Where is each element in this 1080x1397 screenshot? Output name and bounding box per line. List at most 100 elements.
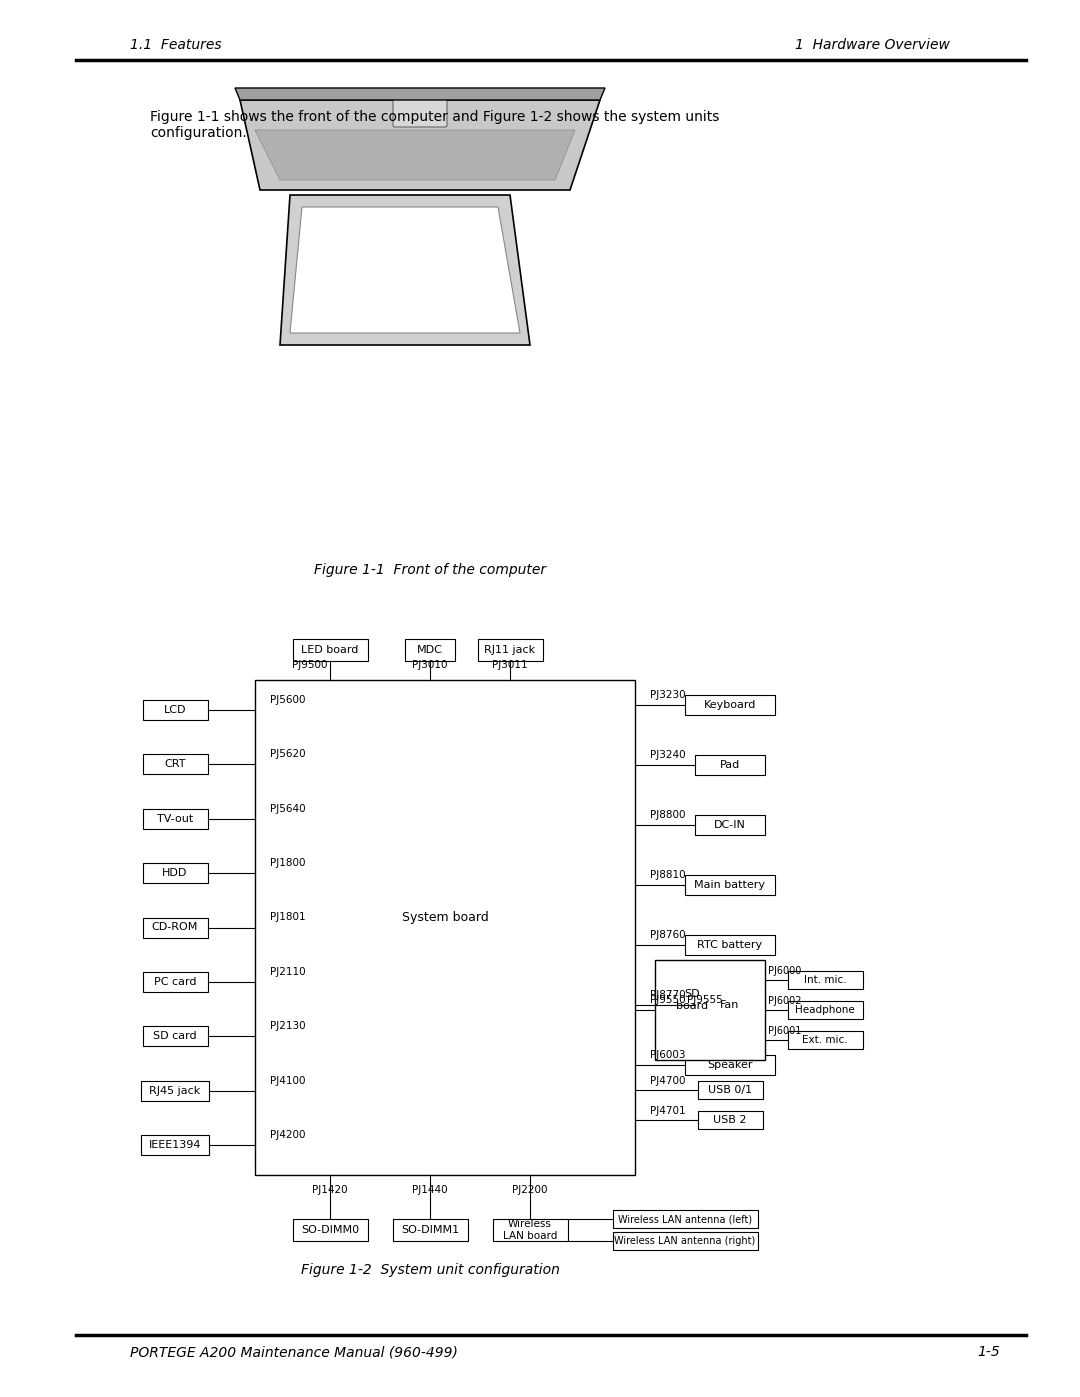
Text: CD-ROM: CD-ROM [152, 922, 199, 933]
FancyBboxPatch shape [685, 875, 775, 895]
Text: RJ45 jack: RJ45 jack [149, 1085, 201, 1095]
Polygon shape [280, 196, 530, 345]
Text: SO-DIMM1: SO-DIMM1 [401, 1225, 459, 1235]
FancyBboxPatch shape [477, 638, 542, 661]
Text: CRT: CRT [164, 760, 186, 770]
FancyBboxPatch shape [392, 1220, 468, 1241]
Text: DC-IN: DC-IN [714, 820, 746, 830]
Text: Fan: Fan [720, 1000, 740, 1010]
Text: PJ3230: PJ3230 [650, 690, 686, 700]
Text: Headphone: Headphone [795, 1004, 855, 1016]
Text: SD card: SD card [153, 1031, 197, 1041]
Text: PJ8770: PJ8770 [650, 990, 686, 1000]
Text: PJ4701: PJ4701 [650, 1106, 686, 1116]
Text: PJ5600: PJ5600 [270, 694, 306, 705]
Text: PJ9555: PJ9555 [687, 995, 723, 1004]
FancyBboxPatch shape [492, 1220, 567, 1241]
FancyBboxPatch shape [293, 1220, 367, 1241]
Polygon shape [291, 207, 519, 332]
FancyBboxPatch shape [143, 809, 207, 828]
Text: HDD: HDD [162, 868, 188, 879]
FancyBboxPatch shape [685, 694, 775, 715]
Text: MDC: MDC [417, 645, 443, 655]
Text: PC card: PC card [153, 977, 197, 986]
Polygon shape [235, 88, 605, 101]
Text: SD
board: SD board [676, 989, 708, 1011]
FancyBboxPatch shape [393, 98, 447, 127]
Text: RTC battery: RTC battery [698, 940, 762, 950]
FancyBboxPatch shape [787, 1031, 863, 1049]
Text: Wireless LAN antenna (right): Wireless LAN antenna (right) [615, 1236, 756, 1246]
FancyBboxPatch shape [696, 814, 765, 835]
Text: 1  Hardware Overview: 1 Hardware Overview [795, 38, 950, 52]
FancyBboxPatch shape [787, 971, 863, 989]
Polygon shape [255, 130, 575, 180]
Text: PJ4700: PJ4700 [650, 1076, 686, 1085]
Text: IEEE1394: IEEE1394 [149, 1140, 201, 1150]
FancyBboxPatch shape [787, 1002, 863, 1018]
Text: PJ8760: PJ8760 [650, 930, 686, 940]
FancyBboxPatch shape [696, 995, 765, 1016]
Text: System board: System board [402, 911, 488, 923]
Text: PJ2110: PJ2110 [270, 967, 306, 977]
Text: PJ8800: PJ8800 [650, 810, 686, 820]
FancyBboxPatch shape [293, 638, 367, 661]
Text: PJ6001: PJ6001 [768, 1025, 801, 1037]
Text: Figure 1-2  System unit configuration: Figure 1-2 System unit configuration [300, 1263, 559, 1277]
Text: Ext. mic.: Ext. mic. [802, 1035, 848, 1045]
FancyBboxPatch shape [143, 863, 207, 883]
Text: Speaker: Speaker [707, 1060, 753, 1070]
Text: PJ8810: PJ8810 [650, 870, 686, 880]
FancyBboxPatch shape [141, 1081, 210, 1101]
Text: PJ6003: PJ6003 [650, 1051, 686, 1060]
FancyBboxPatch shape [685, 935, 775, 956]
Text: Pad: Pad [720, 760, 740, 770]
FancyBboxPatch shape [143, 754, 207, 774]
Text: PJ5640: PJ5640 [270, 803, 306, 813]
Text: Main battery: Main battery [694, 880, 766, 890]
FancyBboxPatch shape [143, 1027, 207, 1046]
FancyBboxPatch shape [405, 638, 455, 661]
FancyBboxPatch shape [654, 960, 765, 1060]
Text: PJ2200: PJ2200 [512, 1185, 548, 1194]
Text: PJ4200: PJ4200 [270, 1130, 306, 1140]
Text: PJ5620: PJ5620 [270, 749, 306, 760]
Text: SO-DIMM0: SO-DIMM0 [301, 1225, 359, 1235]
Text: RJ11 jack: RJ11 jack [485, 645, 536, 655]
Text: PJ9500: PJ9500 [293, 659, 327, 671]
Text: PJ1440: PJ1440 [413, 1185, 448, 1194]
FancyBboxPatch shape [141, 1134, 210, 1155]
Text: PJ1801: PJ1801 [270, 912, 306, 922]
Text: Wireless LAN antenna (left): Wireless LAN antenna (left) [618, 1214, 752, 1224]
FancyBboxPatch shape [698, 1081, 762, 1099]
FancyBboxPatch shape [612, 1232, 757, 1250]
Text: PORTEGE A200 Maintenance Manual (960-499): PORTEGE A200 Maintenance Manual (960-499… [130, 1345, 458, 1359]
Text: USB 2: USB 2 [713, 1115, 746, 1125]
FancyBboxPatch shape [143, 700, 207, 719]
Text: PJ6002: PJ6002 [768, 996, 801, 1006]
FancyBboxPatch shape [698, 1111, 762, 1129]
Text: PJ6000: PJ6000 [768, 965, 801, 977]
Text: PJ9550: PJ9550 [650, 995, 686, 1004]
Text: Figure 1-1 shows the front of the computer and Figure 1-2 shows the system units: Figure 1-1 shows the front of the comput… [150, 110, 719, 140]
Text: LED board: LED board [301, 645, 359, 655]
Text: PJ3011: PJ3011 [492, 659, 528, 671]
Text: Figure 1-1  Front of the computer: Figure 1-1 Front of the computer [314, 563, 546, 577]
Text: PJ3010: PJ3010 [413, 659, 448, 671]
FancyBboxPatch shape [685, 1055, 775, 1076]
FancyBboxPatch shape [612, 1210, 757, 1228]
Text: Wireless
LAN board: Wireless LAN board [503, 1220, 557, 1241]
Text: 1-5: 1-5 [977, 1345, 1000, 1359]
Text: TV-out: TV-out [157, 813, 193, 824]
Text: PJ4100: PJ4100 [270, 1076, 306, 1085]
Text: 1.1  Features: 1.1 Features [130, 38, 221, 52]
Text: PJ2130: PJ2130 [270, 1021, 306, 1031]
Polygon shape [240, 101, 600, 190]
Text: USB 0/1: USB 0/1 [707, 1085, 752, 1095]
FancyBboxPatch shape [143, 972, 207, 992]
FancyBboxPatch shape [143, 918, 207, 937]
Text: LCD: LCD [164, 705, 186, 715]
FancyBboxPatch shape [696, 754, 765, 775]
Text: Int. mic.: Int. mic. [804, 975, 847, 985]
Text: PJ1800: PJ1800 [270, 858, 306, 868]
